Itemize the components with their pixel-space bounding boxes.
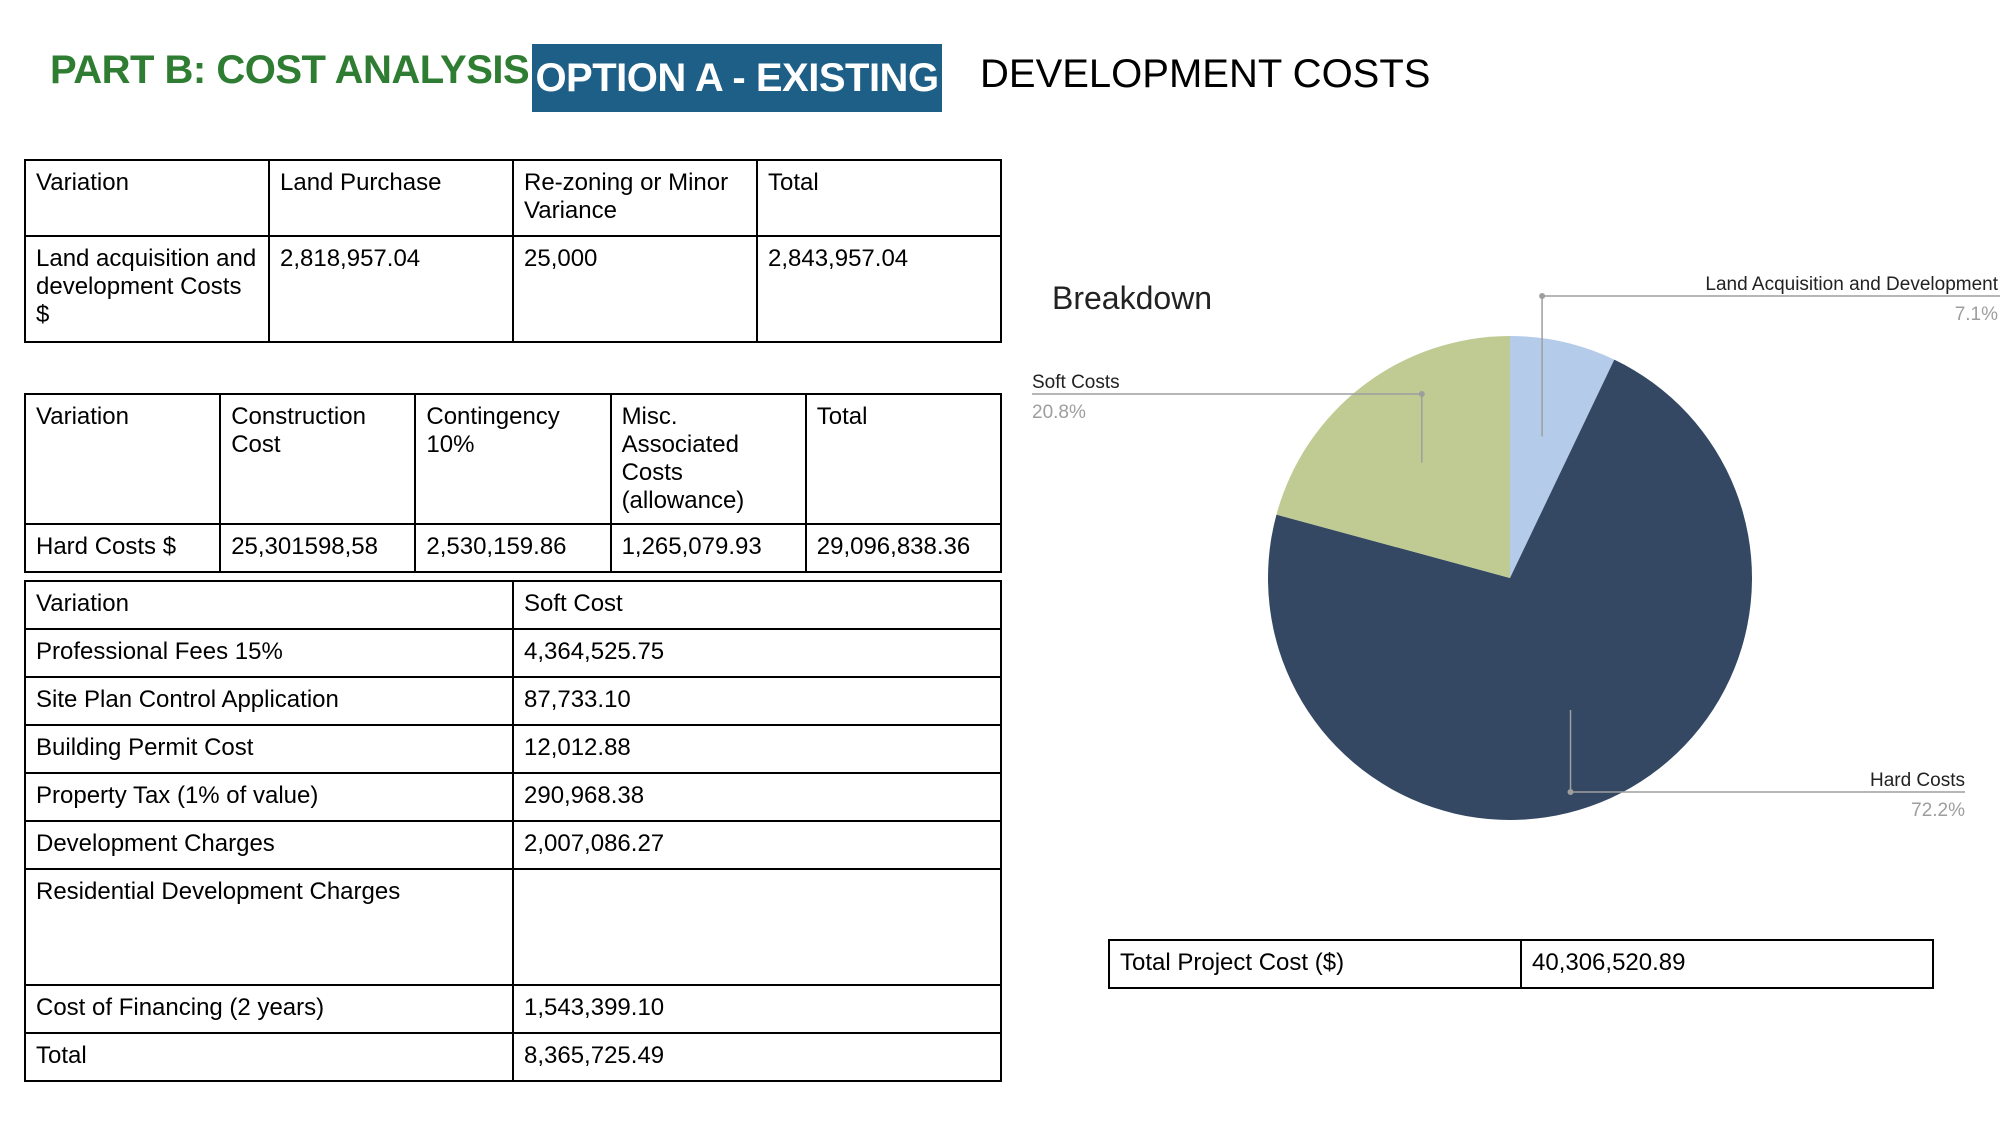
table-cell: Building Permit Cost: [24, 724, 514, 774]
leader-dot: [1567, 789, 1574, 795]
table-header-row: Variation Soft Cost: [24, 580, 1002, 630]
table-row: Building Permit Cost 12,012.88: [24, 724, 1002, 774]
table-header-cell: Total: [804, 393, 1003, 525]
table-cell: Cost of Financing (2 years): [24, 984, 514, 1034]
table-row: Professional Fees 15% 4,364,525.75: [24, 628, 1002, 678]
table-row: Total Project Cost ($) 40,306,520.89: [1108, 939, 1934, 989]
pie-slice: [1510, 336, 1615, 578]
leader-dot: [1539, 293, 1546, 299]
table-header-cell: Total: [756, 159, 1002, 237]
total-label: Total Project Cost ($): [1108, 939, 1522, 989]
table-cell: 2,530,159.86: [414, 523, 612, 573]
table-row: Development Charges 2,007,086.27: [24, 820, 1002, 870]
table-row: Residential Development Charges: [24, 868, 1002, 986]
pie-chart: Land Acquisition and Development 7.1% Hard…: [1032, 274, 2000, 821]
table-cell: [512, 868, 1002, 986]
table-cell: Development Charges: [24, 820, 514, 870]
table-row: Land acquisition and development Costs $…: [24, 235, 1002, 343]
table-total-row: Total 8,365,725.49: [24, 1032, 1002, 1082]
table-cell: 2,843,957.04: [756, 235, 1002, 343]
table-cell: Residential Development Charges: [24, 868, 514, 986]
table-header-cell: Land Purchase: [268, 159, 514, 237]
table-header-cell: Construction Cost: [219, 393, 417, 525]
land-costs-table: Variation Land Purchase Re-zoning or Min…: [24, 159, 1002, 343]
table-header-row: Variation Land Purchase Re-zoning or Min…: [24, 159, 1002, 237]
table-cell: Professional Fees 15%: [24, 628, 514, 678]
table-cell: 87,733.10: [512, 676, 1002, 726]
table-row: Property Tax (1% of value) 290,968.38: [24, 772, 1002, 822]
slice-percent-label: 72.2%: [1911, 800, 1965, 821]
soft-costs-table: Variation Soft Cost Professional Fees 15…: [24, 580, 1002, 1082]
slice-label: Soft Costs: [1032, 372, 1120, 393]
chart-title: Breakdown: [1052, 280, 1213, 316]
table-header-cell: Variation: [24, 159, 270, 237]
table-row: Site Plan Control Application 87,733.10: [24, 676, 1002, 726]
table-cell: 25,000: [512, 235, 758, 343]
slice-label: Land Acquisition and Development: [1705, 274, 1998, 295]
table-header-cell: Variation: [23, 393, 222, 525]
part-heading: PART B: COST ANALYSIS: [50, 48, 530, 92]
table-header-cell: Misc. Associated Costs (allowance): [609, 393, 807, 525]
table-cell: Total: [24, 1032, 514, 1082]
pie-slice: [1276, 336, 1510, 578]
table-header-row: Variation Construction Cost Contingency …: [23, 393, 1003, 525]
table-cell: 290,968.38: [512, 772, 1002, 822]
table-cell: Land acquisition and development Costs $: [24, 235, 270, 343]
section-heading: DEVELOPMENT COSTS: [980, 52, 1431, 96]
table-header-cell: Variation: [24, 580, 514, 630]
total-project-cost-table: Total Project Cost ($) 40,306,520.89: [1108, 939, 1934, 989]
option-badge: OPTION A - EXISTING: [532, 44, 942, 112]
table-header-cell: Re-zoning or Minor Variance: [512, 159, 758, 237]
table-cell: Site Plan Control Application: [24, 676, 514, 726]
table-cell: 8,365,725.49: [512, 1032, 1002, 1082]
slice-percent-label: 20.8%: [1032, 402, 1086, 423]
table-cell: 29,096,838.36: [804, 523, 1003, 573]
table-cell: 12,012.88: [512, 724, 1002, 774]
pie-slice: [1268, 359, 1752, 821]
total-value: 40,306,520.89: [1520, 939, 1934, 989]
table-row: Cost of Financing (2 years) 1,543,399.10: [24, 984, 1002, 1034]
table-header-cell: Soft Cost: [512, 580, 1002, 630]
hard-costs-table: Variation Construction Cost Contingency …: [23, 393, 1003, 573]
table-cell: Property Tax (1% of value): [24, 772, 514, 822]
leader-dot: [1418, 391, 1425, 397]
table-cell: 4,364,525.75: [512, 628, 1002, 678]
table-row: Hard Costs $ 25,301598,58 2,530,159.86 1…: [23, 523, 1003, 573]
table-cell: 1,543,399.10: [512, 984, 1002, 1034]
slice-label: Hard Costs: [1870, 770, 1965, 791]
table-header-cell: Contingency 10%: [414, 393, 612, 525]
table-cell: 2,007,086.27: [512, 820, 1002, 870]
table-cell: 2,818,957.04: [268, 235, 514, 343]
slice-percent-label: 7.1%: [1955, 304, 1998, 325]
table-cell: Hard Costs $: [23, 523, 222, 573]
table-cell: 25,301598,58: [219, 523, 417, 573]
table-cell: 1,265,079.93: [609, 523, 807, 573]
